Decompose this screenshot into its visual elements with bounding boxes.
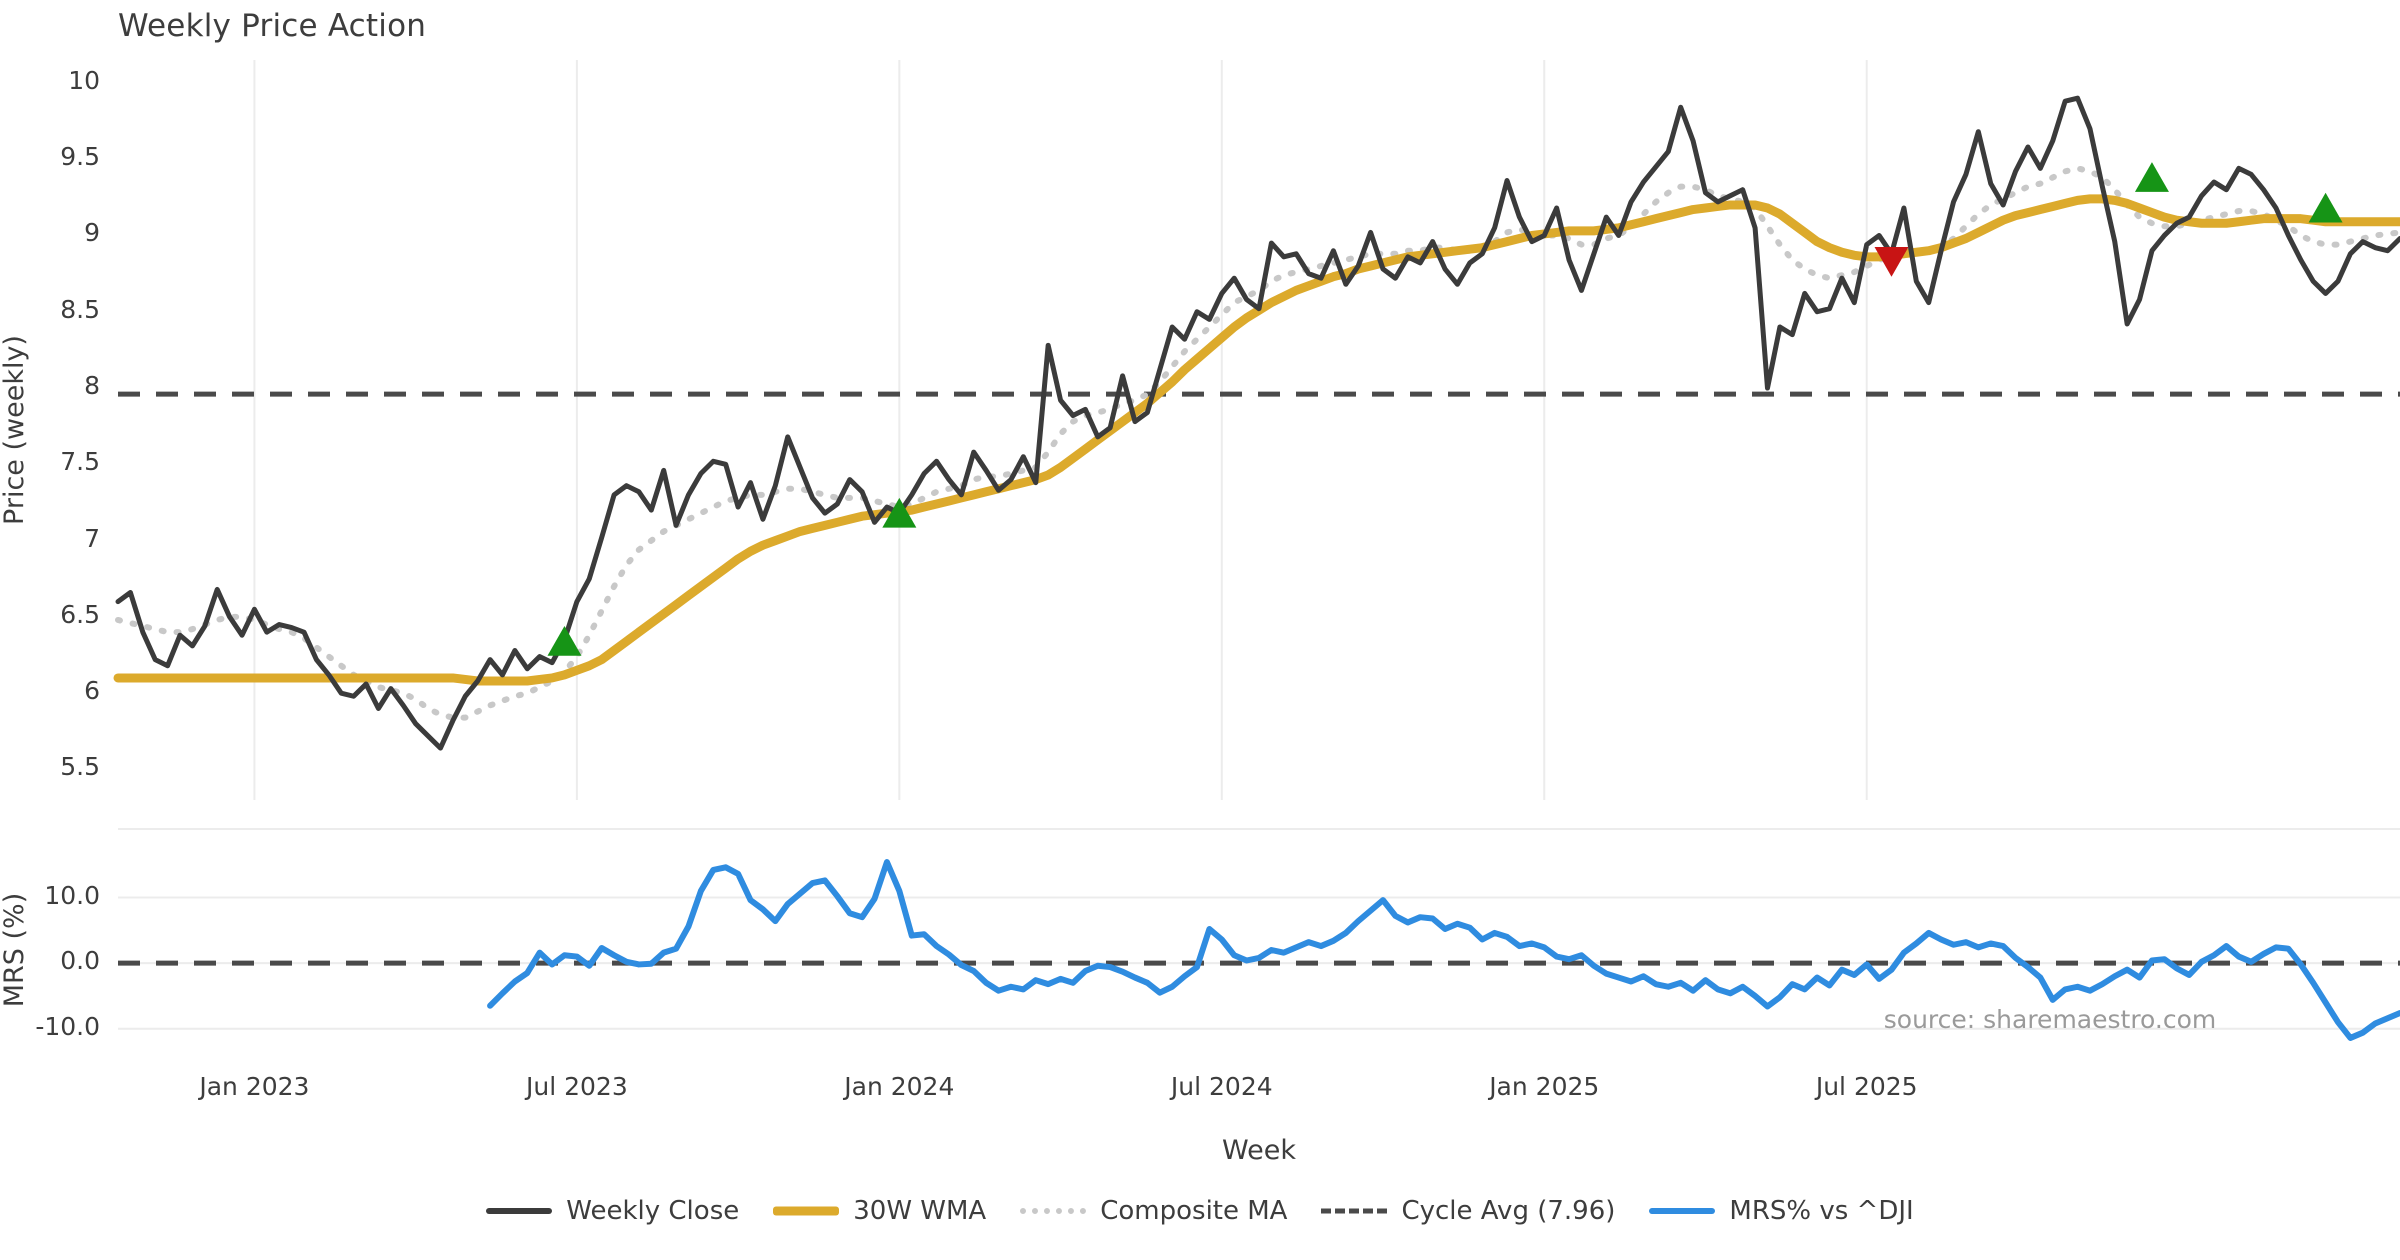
price-tick-6.5: 6.5 [60, 599, 100, 629]
mrs-tick--10.0: -10.0 [35, 1011, 100, 1041]
legend-label-wma: 30W WMA [853, 1196, 987, 1226]
price-tick-10: 10 [68, 65, 100, 95]
buy-signal-marker [2134, 162, 2169, 192]
week-tick-1: Jul 2023 [526, 1072, 628, 1101]
series-composite-ma [115, 165, 2400, 721]
week-axis-label: Week [1222, 1135, 1296, 1166]
series-weekly-close [115, 95, 2400, 751]
price-tick-8: 8 [84, 371, 100, 401]
week-tick-4: Jan 2025 [1489, 1072, 1600, 1101]
chart-legend: Weekly Close 30W WMA Composite MA Cycle Avg… [0, 1196, 2400, 1226]
legend-label-cycle-avg: Cycle Avg (7.96) [1401, 1196, 1616, 1226]
price-tick-7.5: 7.5 [60, 447, 100, 477]
week-tick-5: Jul 2025 [1815, 1072, 1918, 1101]
legend-entry-weekly-close[interactable]: Weekly Close [486, 1196, 739, 1226]
price-tick-6: 6 [84, 676, 100, 706]
page-title: Weekly Price Action [118, 8, 427, 44]
legend-entry-wma[interactable]: 30W WMA [773, 1196, 986, 1226]
week-tick-3: Jul 2024 [1170, 1072, 1273, 1101]
week-tick-2: Jan 2024 [844, 1072, 955, 1101]
sell-signal-marker [1874, 246, 1909, 277]
price-tick-9: 9 [84, 218, 100, 248]
price-tick-9.5: 9.5 [60, 142, 100, 172]
buy-signal-marker [2308, 192, 2343, 223]
series-mrs [487, 859, 2400, 1041]
source-watermark: source: sharemaestro.com [1883, 1005, 2217, 1034]
buy-signal-marker [547, 626, 582, 656]
buy-signal-marker [882, 497, 917, 528]
legend-entry-composite-ma[interactable]: Composite MA [1020, 1196, 1287, 1226]
series-30w-wma [113, 194, 2400, 686]
week-tick-0: Jan 2023 [199, 1072, 310, 1101]
legend-label-mrs: MRS% vs ^DJI [1729, 1196, 1914, 1226]
legend-entry-cycle-avg[interactable]: Cycle Avg (7.96) [1321, 1196, 1615, 1226]
mrs-tick-0.0: 0.0 [60, 946, 100, 976]
price-tick-7: 7 [84, 523, 100, 553]
price-tick-8.5: 8.5 [60, 294, 100, 324]
price-axis-label: Price (weekly) [0, 335, 30, 525]
price-tick-5.5: 5.5 [60, 752, 100, 782]
legend-label-composite-ma: Composite MA [1100, 1196, 1288, 1226]
legend-label-weekly-close: Weekly Close [566, 1196, 740, 1226]
mrs-tick-10.0: 10.0 [44, 880, 100, 910]
legend-entry-mrs[interactable]: MRS% vs ^DJI [1649, 1196, 1914, 1226]
